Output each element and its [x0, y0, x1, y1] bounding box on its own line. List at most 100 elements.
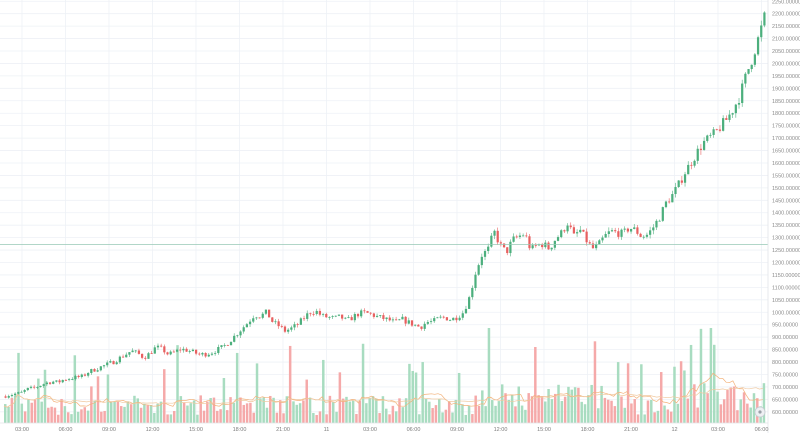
volume-bar: [182, 402, 186, 423]
volume-bar: [358, 400, 361, 423]
time-tick-label: 03:00: [363, 427, 377, 433]
volume-bar: [497, 401, 501, 423]
price-tick-label: 950.00000: [772, 323, 798, 329]
volume-bar: [365, 403, 368, 423]
candle-body: [175, 349, 179, 352]
volume-bar: [438, 399, 441, 423]
candle-body: [626, 228, 629, 232]
volume-bar: [136, 398, 140, 423]
volume-ma-line: [3, 372, 763, 408]
volume-bar: [583, 404, 587, 423]
volume-bar: [666, 409, 670, 423]
time-tick-label: 21:00: [276, 427, 290, 433]
volume-bar: [368, 398, 371, 423]
price-tick-label: 1200.00000: [772, 261, 800, 267]
volume-bar: [669, 411, 673, 423]
price-tick-label: 850.00000: [772, 348, 798, 354]
volume-bar: [544, 401, 547, 423]
volume-bar: [633, 399, 636, 423]
candle-body: [585, 231, 588, 243]
volume-bar: [567, 386, 570, 423]
volume-bar: [553, 393, 557, 423]
candle-body: [750, 64, 753, 70]
candle-body: [39, 385, 42, 388]
price-scale[interactable]: 2250.00000 2200.00000 2150.00000 2100.00000…: [767, 0, 800, 433]
volume-bar: [252, 412, 255, 423]
candle-body: [636, 227, 639, 234]
candle-body: [407, 320, 410, 324]
candle-body: [90, 369, 93, 374]
candle-body: [455, 317, 458, 321]
candle-body: [607, 231, 610, 234]
time-tick-label: 12:00: [494, 427, 508, 433]
candle-body: [575, 232, 579, 234]
candle-body: [690, 164, 693, 166]
candle-body: [210, 353, 214, 355]
candle-body: [236, 335, 239, 337]
volume-bar: [394, 411, 398, 423]
volume-bar: [401, 407, 405, 423]
volume-bar: [414, 372, 418, 423]
volume-bar: [398, 398, 401, 423]
candle-body: [102, 365, 106, 367]
volume-bar: [113, 401, 116, 423]
candle-body: [614, 230, 617, 232]
volume-bar: [481, 390, 484, 423]
candle-body: [398, 319, 401, 321]
volume-bar: [282, 413, 285, 423]
volume-bar: [577, 387, 580, 423]
scale-settings-button[interactable]: [754, 406, 766, 418]
candle-body: [563, 230, 566, 232]
volume-bar: [133, 395, 136, 423]
candle-body: [309, 313, 312, 315]
candle-body: [226, 345, 229, 346]
gear-icon: [758, 410, 762, 414]
volume-bar: [742, 392, 746, 423]
time-tick-label: 15:00: [537, 427, 551, 433]
volume-bar: [762, 383, 766, 423]
volume-bar: [305, 379, 308, 423]
candle-body: [274, 321, 277, 323]
price-tick-label: 1900.00000: [772, 86, 800, 92]
volume-bar: [179, 396, 183, 423]
candle-body: [10, 395, 14, 397]
volume-bar: [451, 412, 454, 423]
candle-body: [522, 235, 525, 237]
volume-ma-line: [3, 387, 763, 408]
candle-body: [579, 229, 582, 233]
candle-body: [512, 236, 515, 242]
candle-body: [572, 227, 576, 234]
volume-bar: [557, 384, 560, 423]
candle-body: [528, 236, 531, 249]
volume-bar: [40, 401, 43, 423]
volume-bar: [338, 372, 342, 423]
volume-bar: [272, 397, 275, 423]
price-tick-label: 1700.00000: [772, 136, 800, 142]
candle-body: [312, 313, 315, 315]
candle-body: [325, 313, 328, 318]
candle-body: [391, 319, 395, 321]
time-tick-label: 12: [671, 427, 677, 433]
volume-bar: [656, 410, 660, 423]
volume-bar: [315, 414, 318, 423]
candle-body: [299, 318, 302, 325]
candle-body: [502, 243, 506, 248]
time-scale[interactable]: 03:00 06:00 09:00 12:00 15:00 18:00 21:00 11 03:…: [0, 422, 768, 433]
volume-bar: [239, 397, 242, 423]
candle-body: [756, 37, 760, 55]
candle-body: [4, 396, 7, 398]
volume-bar: [563, 396, 567, 423]
volume-bar: [371, 396, 375, 423]
candle-body: [375, 315, 379, 317]
volume-bar: [149, 405, 153, 423]
volume-bar: [225, 410, 229, 423]
price-tick-label: 750.00000: [772, 372, 798, 378]
volume-bar: [537, 395, 540, 423]
volume-bar: [520, 405, 524, 423]
candle-body: [671, 194, 674, 203]
candle-body: [442, 316, 445, 318]
candle-body: [109, 361, 112, 363]
volume-bar: [375, 398, 378, 423]
